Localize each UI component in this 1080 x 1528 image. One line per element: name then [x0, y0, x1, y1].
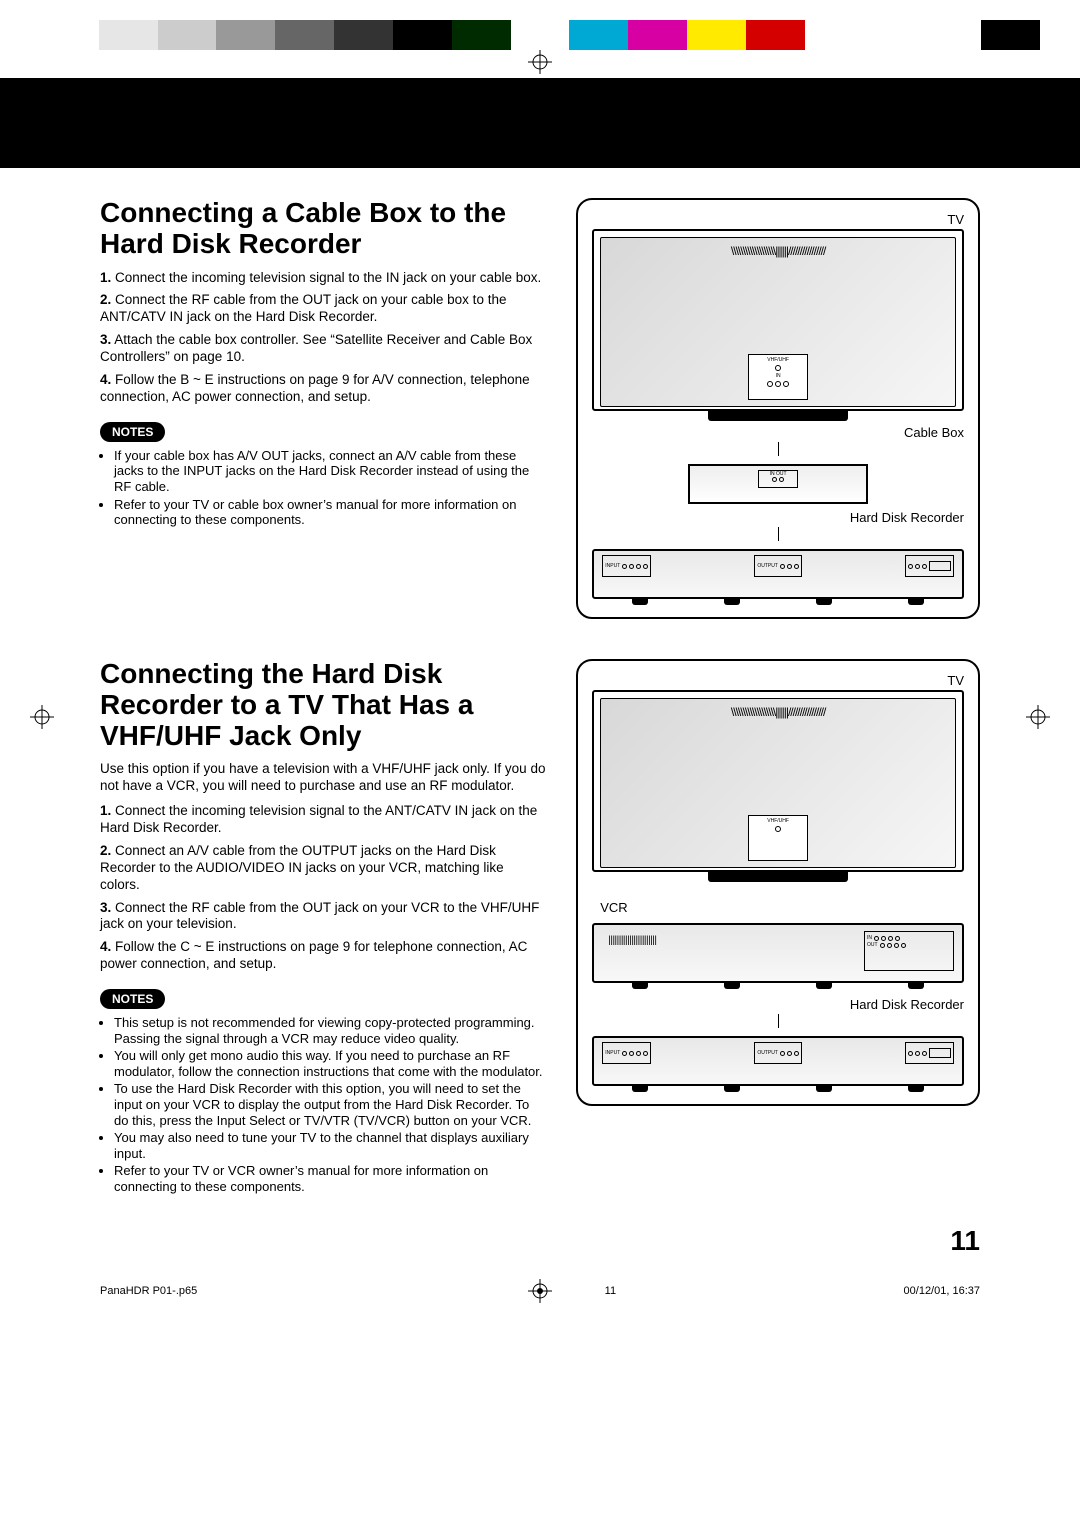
step-item: 1. Connect the incoming television signa…: [100, 270, 546, 287]
step-item: 2. Connect the RF cable from the OUT jac…: [100, 292, 546, 326]
colorbar-swatch: [746, 20, 805, 50]
colorbar-swatch: [628, 20, 687, 50]
colorbar-swatch: [511, 20, 570, 50]
notes-pill: NOTES: [100, 422, 165, 442]
colorbar-swatch: [334, 20, 393, 50]
colorbar-swatch: [275, 20, 334, 50]
page-number: 11: [100, 1225, 980, 1257]
vcr-in: IN: [867, 935, 872, 941]
cablebox-illustration: IN OUT: [688, 464, 868, 504]
registration-mark-right: [1026, 705, 1050, 729]
colorbar-swatch: [922, 20, 981, 50]
hdr-input-label-2: INPUT: [605, 1050, 620, 1056]
note-item: You may also need to tune your TV to the…: [114, 1130, 546, 1161]
tv-label: TV: [592, 212, 964, 227]
registration-mark-left: [30, 705, 54, 729]
section2-title: Connecting the Hard Disk Recorder to a T…: [100, 659, 546, 751]
colorbar-swatch: [452, 20, 511, 50]
tv-panel-vhf: VHF/UHF: [749, 357, 807, 363]
colorbar-swatch: [393, 20, 452, 50]
hdr-illustration: INPUT OUTPUT: [592, 549, 964, 599]
colorbar-swatch: [569, 20, 628, 50]
diagram-cablebox: TV \\\\\\\\\\\\\\\\\\\||||||////////////…: [576, 198, 980, 619]
hdr-input-label: INPUT: [605, 563, 620, 569]
cablebox-label: Cable Box: [592, 425, 964, 440]
vcr-out: OUT: [867, 942, 878, 948]
colorbar-swatch: [805, 20, 864, 50]
step-item: 1. Connect the incoming television signa…: [100, 803, 546, 837]
vcr-label: VCR: [600, 900, 964, 915]
colorbar-swatch: [864, 20, 923, 50]
hdr-label-2: Hard Disk Recorder: [592, 997, 964, 1012]
tv-panel-in: IN: [749, 373, 807, 379]
registration-mark-bottom: [528, 1279, 552, 1303]
tv-panel-vhf-2: VHF/UHF: [749, 818, 807, 824]
diagram-vcr: TV \\\\\\\\\\\\\\\\\\\||||||////////////…: [576, 659, 980, 1106]
vcr-illustration: ||||||||||||||||||||||| IN OUT: [592, 923, 964, 983]
footer-datetime: 00/12/01, 16:37: [904, 1285, 980, 1297]
note-item: If your cable box has A/V OUT jacks, con…: [114, 448, 546, 495]
note-item: You will only get mono audio this way. I…: [114, 1048, 546, 1079]
registration-mark-top: [528, 50, 552, 74]
colorbar-swatch: [40, 20, 99, 50]
step-item: 3. Connect the RF cable from the OUT jac…: [100, 900, 546, 934]
colorbar-swatch: [216, 20, 275, 50]
tv-label-2: TV: [592, 673, 964, 688]
hdr-illustration-2: INPUT OUTPUT: [592, 1036, 964, 1086]
step-item: 4. Follow the B ~ E instructions on page…: [100, 372, 546, 406]
colorbar-swatch: [99, 20, 158, 50]
tv-illustration-2: \\\\\\\\\\\\\\\\\\\||||||///////////////…: [592, 690, 964, 872]
step-item: 4. Follow the C ~ E instructions on page…: [100, 939, 546, 973]
tv-illustration: \\\\\\\\\\\\\\\\\\\||||||///////////////…: [592, 229, 964, 411]
footer-file: PanaHDR P01-.p65: [100, 1285, 197, 1297]
colorbar-swatch: [981, 20, 1040, 50]
footer: PanaHDR P01-.p65 11 00/12/01, 16:37: [100, 1285, 980, 1297]
colorbar-swatch: [158, 20, 217, 50]
hdr-output-label: OUTPUT: [757, 563, 778, 569]
note-item: Refer to your TV or cable box owner’s ma…: [114, 497, 546, 528]
notes-pill-2: NOTES: [100, 989, 165, 1009]
footer-page: 11: [605, 1285, 616, 1297]
header-black-band: [0, 78, 1080, 168]
step-item: 3. Attach the cable box controller. See …: [100, 332, 546, 366]
section2-notes: This setup is not recommended for viewin…: [100, 1015, 546, 1195]
section1-title: Connecting a Cable Box to the Hard Disk …: [100, 198, 546, 260]
section2-intro: Use this option if you have a television…: [100, 761, 546, 795]
note-item: To use the Hard Disk Recorder with this …: [114, 1081, 546, 1128]
colorbar-swatch: [687, 20, 746, 50]
section1-steps: 1. Connect the incoming television signa…: [100, 270, 546, 406]
note-item: Refer to your TV or VCR owner’s manual f…: [114, 1163, 546, 1194]
section1-notes: If your cable box has A/V OUT jacks, con…: [100, 448, 546, 528]
hdr-label: Hard Disk Recorder: [592, 510, 964, 525]
note-item: This setup is not recommended for viewin…: [114, 1015, 546, 1046]
step-item: 2. Connect an A/V cable from the OUTPUT …: [100, 843, 546, 894]
section2-steps: 1. Connect the incoming television signa…: [100, 803, 546, 973]
hdr-output-label-2: OUTPUT: [757, 1050, 778, 1056]
